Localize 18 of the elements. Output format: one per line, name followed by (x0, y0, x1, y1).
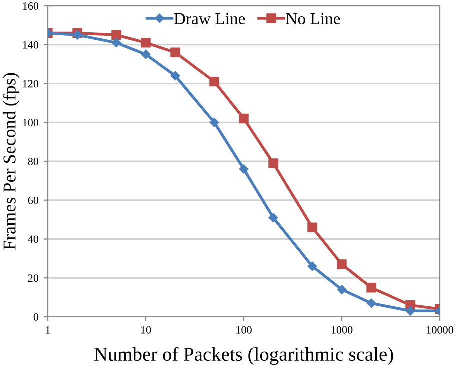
legend-label: No Line (286, 13, 340, 24)
y-tick-label: 0 (34, 313, 39, 321)
y-tick-label: 100 (23, 119, 39, 127)
x-tick-label: 1 (46, 326, 50, 334)
y-tick-label: 140 (23, 41, 39, 49)
y-tick-label: 40 (28, 236, 39, 244)
legend-label: Draw Line (174, 13, 246, 24)
x-tick-label: 1000 (332, 326, 353, 334)
y-tick-label: 20 (28, 274, 39, 282)
y-axis-title: Frames Per Second (fps) (2, 73, 20, 250)
x-tick-label: 100 (236, 326, 252, 334)
y-tick-label: 60 (28, 196, 39, 204)
x-tick-label: 10 (141, 326, 152, 334)
x-tick-label: 10000 (427, 326, 454, 334)
y-tick-label: 160 (23, 2, 39, 10)
y-tick-label: 80 (28, 158, 39, 166)
y-tick-label: 120 (23, 80, 39, 88)
x-axis-title: Number of Packets (logarithmic scale) (94, 347, 394, 365)
